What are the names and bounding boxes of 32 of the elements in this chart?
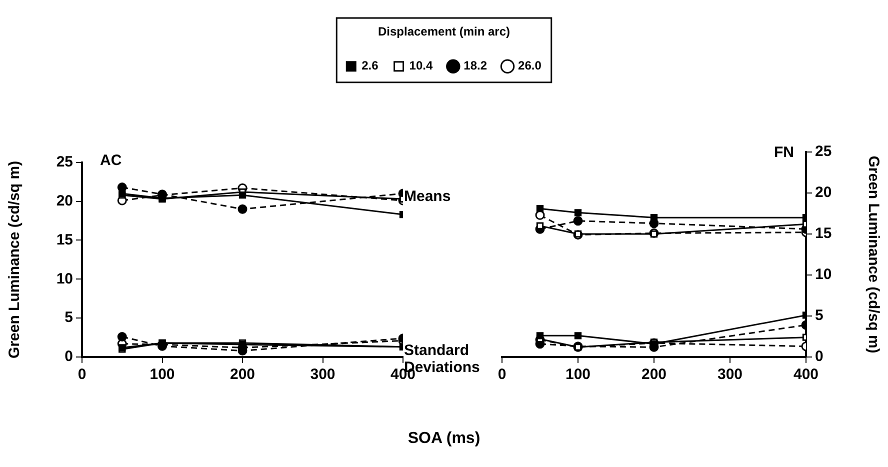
legend-label: 26.0 <box>518 58 542 73</box>
legend-label: 2.6 <box>362 58 379 73</box>
legend-label: 10.4 <box>409 58 433 73</box>
x-tick-label: 300 <box>717 366 743 384</box>
legend-label: 18.2 <box>464 58 488 73</box>
x-axis-title: SOA (ms) <box>406 430 482 448</box>
y2-axis-title: Green Luminance (cd/sq m) <box>864 156 882 354</box>
y2-tick-label: 0 <box>815 348 824 366</box>
y2-tick-label: 25 <box>815 143 832 160</box>
x-tick-label: 200 <box>230 366 256 384</box>
x-tick-label: 100 <box>565 366 591 384</box>
y2-tick-label: 15 <box>815 225 832 242</box>
y-tick-label: 5 <box>64 309 73 326</box>
y2-tick-label: 10 <box>815 266 832 284</box>
y-tick-label: 20 <box>56 192 73 210</box>
y-tick-label: 25 <box>56 154 73 171</box>
x-tick-label: 0 <box>78 366 86 384</box>
annotation: FN <box>774 144 794 161</box>
x-tick-label: 200 <box>641 366 667 384</box>
x-tick-label: 0 <box>498 366 506 384</box>
annotation: AC <box>100 152 122 169</box>
y2-tick-label: 20 <box>815 184 832 202</box>
legend-title: Displacement (min arc) <box>378 24 510 38</box>
y-tick-label: 15 <box>56 231 73 248</box>
text: Means <box>404 188 451 205</box>
x-tick-label: 300 <box>310 366 336 384</box>
x-tick-label: 400 <box>793 366 819 384</box>
y2-tick-label: 5 <box>815 307 824 324</box>
y-tick-label: 0 <box>64 348 73 366</box>
y-tick-label: 10 <box>56 270 73 288</box>
x-tick-label: 100 <box>150 366 175 384</box>
y-axis-title: Green Luminance (cd/sq m) <box>6 160 24 358</box>
